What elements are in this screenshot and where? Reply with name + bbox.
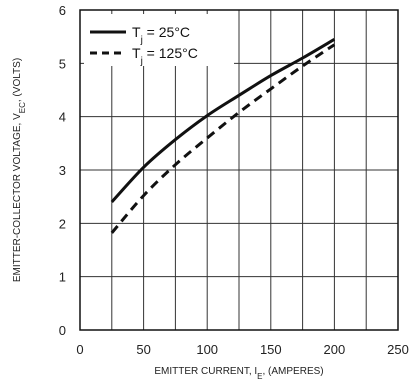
x-axis-title: EMITTER CURRENT, IE, (AMPERES): [154, 366, 323, 381]
x-axis-title-sub: E: [257, 372, 262, 381]
y-tick-label: 0: [59, 323, 66, 338]
series-line-125c: [110, 43, 336, 234]
legend-background: [84, 14, 234, 66]
legend: Tj = 25°C Tj = 125°C: [84, 14, 234, 67]
plot-frame: [79, 9, 399, 331]
legend-label-125c-sub: j: [140, 56, 143, 67]
y-tick-label: 2: [59, 216, 66, 231]
x-axis-title-main: EMITTER CURRENT, I: [154, 366, 257, 377]
series-layer: [110, 38, 336, 234]
x-tick-label: 50: [136, 342, 150, 357]
x-tick-label: 150: [260, 342, 282, 357]
y-tick-label: 6: [59, 3, 66, 18]
x-tick-label: 200: [324, 342, 346, 357]
legend-label-25c-sub: j: [140, 35, 143, 46]
y-tick-label: 5: [59, 56, 66, 71]
legend-label-125c-rest: = 125°C: [143, 45, 198, 61]
series-line-25c: [110, 38, 336, 204]
y-tick-labels: 0 1 2 3 4 5 6: [59, 3, 66, 338]
legend-label-25c-main: T: [132, 24, 141, 40]
y-axis-title-main: EMITTER-COLLECTOR VOLTAGE, V: [12, 113, 23, 282]
grid: [80, 10, 398, 330]
x-tick-label: 0: [76, 342, 83, 357]
y-axis-title: EMITTER-COLLECTOR VOLTAGE, VEC, (VOLTS): [12, 58, 27, 282]
x-tick-label: 100: [196, 342, 218, 357]
legend-label-125c: Tj = 125°C: [132, 45, 198, 67]
y-tick-label: 4: [59, 110, 66, 125]
legend-label-125c-main: T: [132, 45, 141, 61]
legend-label-25c: Tj = 25°C: [132, 24, 190, 46]
x-axis-title-unit: , (AMPERES): [263, 366, 324, 377]
y-axis-title-sub: EC: [18, 102, 27, 113]
x-tick-label: 250: [387, 342, 409, 357]
x-tick-labels: 0 50 100 150 200 250: [76, 342, 408, 357]
y-tick-label: 3: [59, 163, 66, 178]
y-tick-label: 1: [59, 270, 66, 285]
legend-label-25c-rest: = 25°C: [143, 24, 190, 40]
y-axis-title-unit: , (VOLTS): [12, 58, 23, 102]
